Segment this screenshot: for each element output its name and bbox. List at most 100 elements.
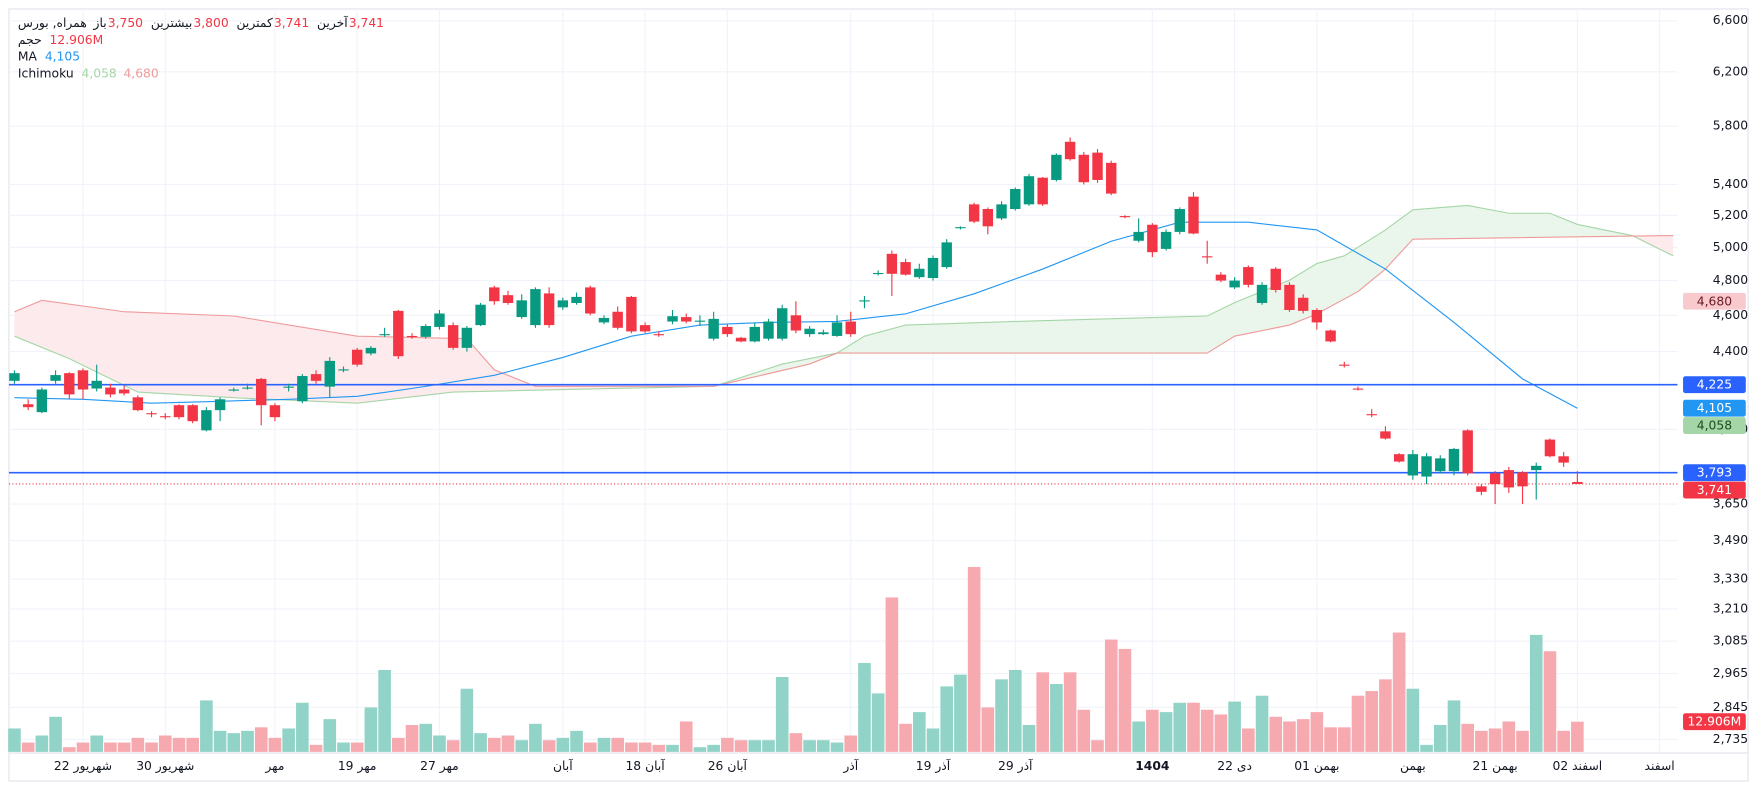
candle-body — [831, 322, 843, 336]
candle-body — [1572, 481, 1583, 484]
volume-bar — [1200, 709, 1214, 752]
candle-body — [557, 300, 569, 308]
volume-bar — [721, 737, 734, 752]
candle-body — [571, 296, 582, 303]
y-tick-label: 4,400 — [1713, 344, 1748, 358]
volume-bar — [460, 688, 474, 752]
volume-bar — [1365, 691, 1379, 752]
candle-body — [1558, 456, 1569, 463]
candle-body — [379, 334, 390, 336]
candle-body — [1284, 284, 1295, 310]
volume-bar — [1283, 721, 1296, 752]
y-tick-label: 2,845 — [1713, 700, 1748, 714]
volume-bar — [309, 744, 323, 752]
candle-body — [1188, 196, 1199, 234]
candle-body — [146, 413, 157, 415]
volume-bar — [1269, 716, 1283, 752]
volume-bar — [323, 719, 337, 752]
price-badge-label: 4,680 — [1697, 294, 1732, 308]
candle-body — [1297, 297, 1309, 311]
candle-body — [489, 287, 500, 302]
price-badge — [1683, 417, 1746, 434]
volume-bar — [392, 737, 405, 752]
volume-bar — [1571, 721, 1584, 752]
candle-body — [36, 389, 48, 413]
candle-body — [91, 380, 102, 389]
y-tick-label: 4,800 — [1713, 273, 1748, 287]
candle-body — [1476, 486, 1487, 492]
y-tick-label: 5,800 — [1713, 119, 1748, 133]
x-tick-label: 22 شهریور — [54, 759, 112, 774]
candle-body — [1325, 330, 1336, 342]
candle-body — [310, 374, 322, 381]
candle-body — [242, 387, 253, 389]
candle-body — [1051, 154, 1062, 180]
candle-body — [461, 327, 473, 348]
candle-body — [872, 272, 884, 275]
volume-bar — [1324, 727, 1337, 752]
y-tick-label: 5,000 — [1713, 240, 1748, 254]
volume-bar — [49, 716, 62, 752]
candle-body — [1119, 216, 1131, 218]
candle-body — [1270, 268, 1281, 290]
legend-value: 4,680 — [123, 66, 158, 80]
price-badge-label: 4,225 — [1697, 378, 1732, 392]
volume-bar — [1475, 730, 1488, 752]
candle-body — [900, 262, 911, 275]
x-tick-label: 19 مهر — [338, 759, 377, 774]
volume-bar — [1406, 688, 1420, 752]
volume-bar — [76, 742, 90, 752]
candle-body — [1215, 274, 1227, 281]
legend-value: 4,058 — [81, 66, 116, 80]
candle-body — [1229, 280, 1240, 288]
candle-body — [1010, 189, 1021, 210]
volume-bar — [1351, 695, 1365, 752]
volume-bar — [954, 674, 967, 752]
volume-bar — [501, 735, 515, 752]
cloud-fill-bear — [14, 205, 1674, 404]
volume-bar — [679, 721, 693, 752]
volume-bar — [1488, 728, 1502, 752]
volume-bar — [227, 733, 241, 752]
candle-body — [406, 335, 418, 338]
candle-body — [694, 320, 706, 322]
volume-bar — [542, 740, 556, 752]
candle-body — [1421, 456, 1432, 477]
candle-body — [132, 397, 144, 411]
legend-value: 4,105 — [45, 50, 80, 64]
volume-bar — [62, 747, 76, 752]
volume-bar — [597, 737, 611, 752]
candle-body — [1489, 473, 1501, 485]
volume-bar — [1214, 714, 1228, 752]
price-badge-label: 4,058 — [1697, 419, 1732, 433]
candle-body — [173, 405, 185, 418]
volume-bar — [1296, 719, 1310, 752]
y-tick-label: 3,490 — [1713, 533, 1748, 547]
volume-bar — [1008, 669, 1022, 752]
legend-name: MA — [18, 50, 38, 64]
price-badge — [1683, 376, 1746, 394]
candle-body — [722, 326, 733, 335]
x-tick-label: 22 دی — [1217, 759, 1252, 773]
candle-body — [1133, 231, 1144, 241]
volume-bar — [21, 742, 35, 752]
volume-bar — [912, 712, 926, 752]
y-tick-label: 2,735 — [1713, 732, 1748, 746]
candle-body — [64, 373, 75, 395]
candle-body — [1380, 431, 1391, 439]
volume-bar — [638, 742, 652, 752]
volume-bar — [268, 737, 282, 752]
y-tick-label: 3,210 — [1713, 601, 1748, 615]
y-tick-label: 3,650 — [1713, 497, 1748, 511]
candle-body — [1366, 414, 1377, 416]
volume-bar — [583, 742, 597, 752]
candle-body — [1352, 388, 1364, 390]
volume-bar — [981, 707, 995, 752]
candle-body — [1106, 162, 1117, 194]
volume-bar — [1091, 740, 1104, 752]
candle-body — [324, 360, 335, 387]
candle-body — [639, 325, 651, 332]
candle-body — [955, 227, 966, 229]
symbol: همراه, بورس — [18, 16, 87, 31]
y-tick-label: 3,330 — [1713, 571, 1748, 585]
